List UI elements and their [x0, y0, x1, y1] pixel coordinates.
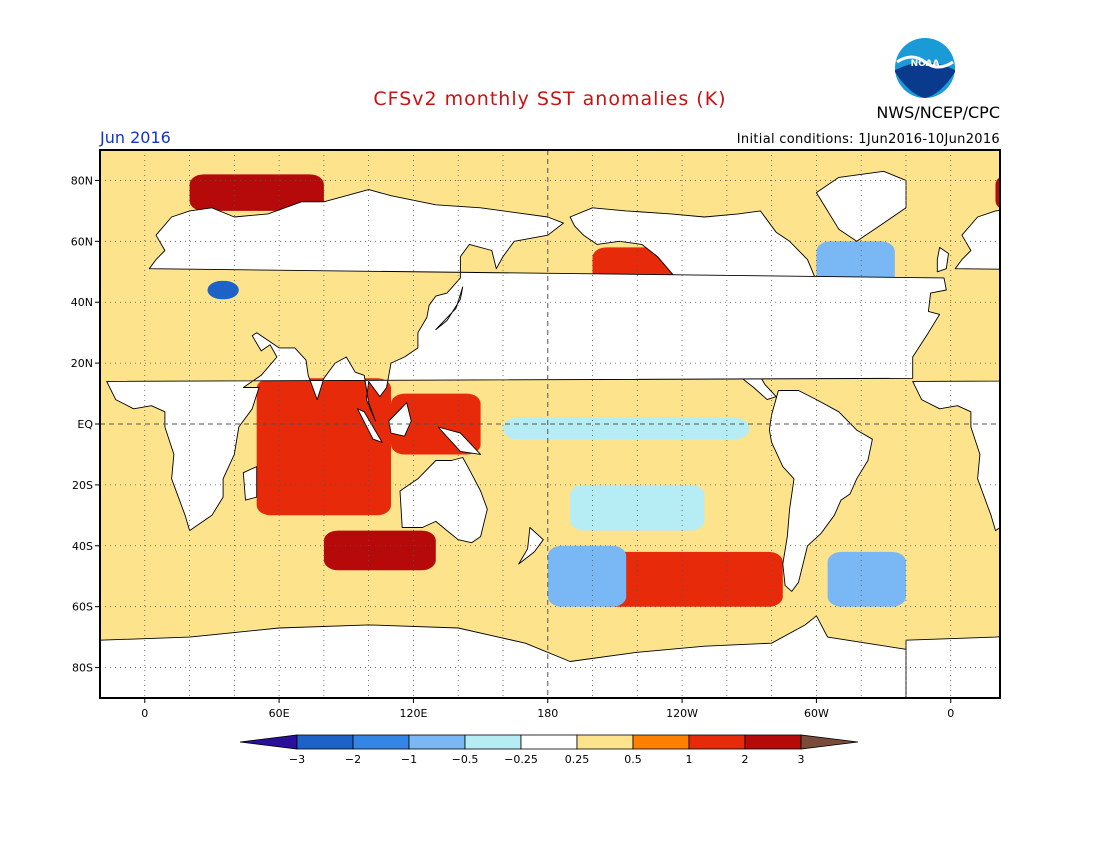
colorbar-label: −1	[401, 753, 417, 766]
anomaly-region	[547, 545, 627, 607]
colorbar-label: −0.25	[504, 753, 538, 766]
anomaly-region	[503, 417, 750, 440]
uk-land	[936, 246, 949, 273]
colorbar-segment	[576, 734, 634, 750]
colorbar-label: −0.5	[452, 753, 479, 766]
lon-label: 0	[947, 707, 954, 720]
japan-land	[435, 286, 464, 331]
graticule	[100, 150, 1000, 698]
colorbar-label: 2	[742, 753, 749, 766]
south-america-land	[768, 390, 873, 592]
colorbar-segment	[688, 734, 746, 750]
colorbar-label: 0.25	[565, 753, 590, 766]
colorbar-segment	[408, 734, 466, 750]
antarctica-land	[100, 615, 1000, 698]
lat-label: 20S	[72, 479, 93, 492]
lat-label: 20N	[71, 357, 93, 370]
colorbar-label: 1	[686, 753, 693, 766]
anomaly-region	[256, 378, 391, 516]
organization-label: NWS/NCEP/CPC	[876, 103, 1000, 122]
lat-label: 80S	[72, 662, 93, 675]
lon-label: 120E	[399, 707, 427, 720]
lon-label: 60E	[269, 707, 290, 720]
colorbar-label: 0.5	[624, 753, 642, 766]
anomaly-region	[592, 551, 783, 607]
lat-label: 40N	[71, 296, 93, 309]
noaa-logo-text: NOAA	[911, 59, 940, 69]
anomaly-region	[570, 484, 705, 531]
colorbar-segment	[296, 734, 354, 750]
lat-label: 60S	[72, 601, 93, 614]
australia-land	[399, 457, 488, 544]
map-title: CFSv2 monthly SST anomalies (K)	[373, 88, 727, 110]
lat-label: 40S	[72, 540, 93, 553]
lon-label: 120W	[666, 707, 698, 720]
new-guinea-land	[437, 426, 482, 455]
colorbar-label: −3	[289, 753, 305, 766]
anomaly-region	[189, 174, 324, 211]
colorbar-label: −2	[345, 753, 361, 766]
lat-label: 80N	[71, 174, 93, 187]
lon-label: 60W	[804, 707, 829, 720]
colorbar-segment	[632, 734, 690, 750]
colorbar: −3 −2 −1 −0.5 −0.25 0.25 0.5 1 2 3	[239, 734, 859, 766]
greenland-land	[815, 170, 907, 242]
africa-europe-asia-land-wrap	[912, 209, 1000, 532]
sumatra-land	[357, 408, 383, 443]
anomaly-region	[827, 551, 906, 607]
lat-label: EQ	[77, 418, 93, 431]
antarctica-land-wrap	[905, 636, 1000, 698]
colorbar-segment	[464, 734, 522, 750]
colorbar-segment	[520, 734, 578, 750]
lon-label: 180	[537, 707, 558, 720]
map-axis-labels: 80N 60N 40N 20N EQ 20S 40S 60S 80S 0 60E 120E 180 120…	[71, 174, 954, 720]
borneo-land	[388, 402, 412, 437]
madagascar-land	[242, 466, 258, 501]
anomaly-region-wrap	[995, 177, 1000, 209]
colorbar-segment	[744, 734, 802, 750]
forecast-month: Jun 2016	[100, 128, 171, 147]
colorbar-max-arrow	[800, 734, 859, 750]
land-masses	[100, 170, 1000, 698]
lat-label: 60N	[71, 235, 93, 248]
anomaly-region	[323, 530, 436, 571]
africa-europe-asia-land	[106, 189, 947, 532]
lon-label: 0	[141, 707, 148, 720]
noaa-logo: NOAA	[895, 38, 955, 98]
initial-conditions: Initial conditions: 1Jun2016-10Jun2016	[736, 132, 1000, 147]
colorbar-segment	[352, 734, 410, 750]
anomaly-region	[207, 280, 239, 300]
colorbar-label: 3	[798, 753, 805, 766]
